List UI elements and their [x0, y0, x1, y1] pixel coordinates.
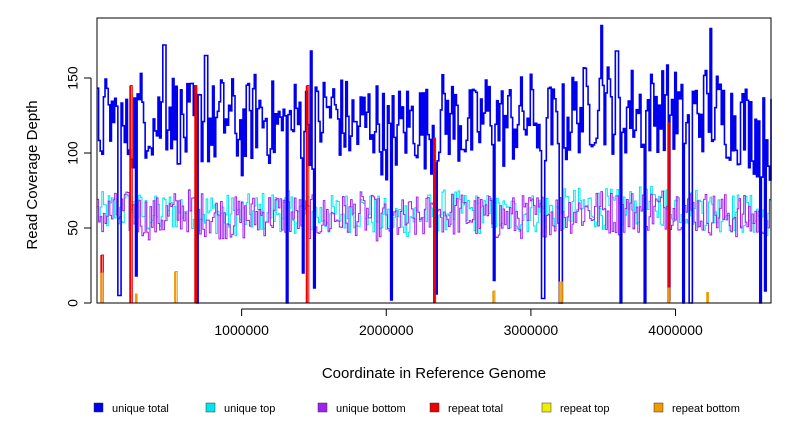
plot-frame	[96, 17, 772, 304]
x-axis-title: Coordinate in Reference Genome	[322, 365, 546, 382]
legend-label-repeat-bottom: repeat bottom	[672, 403, 740, 415]
legend-label-repeat-top: repeat top	[560, 403, 610, 415]
legend-swatch-unique-top	[205, 402, 216, 413]
legend-swatch-unique-total	[93, 402, 104, 413]
y-tick-label: 100	[65, 141, 81, 165]
legend-swatch-repeat-total	[429, 402, 440, 413]
x-tick-label: 4000000	[648, 322, 703, 338]
x-tick-label: 1000000	[214, 322, 269, 338]
legend-label-unique-bottom: unique bottom	[336, 403, 406, 415]
legend-swatch-repeat-bottom	[653, 402, 664, 413]
x-tick-label: 3000000	[504, 322, 559, 338]
legend-label-repeat-total: repeat total	[448, 403, 503, 415]
legend-label-unique-total: unique total	[112, 403, 169, 415]
y-tick-label: 50	[65, 220, 81, 236]
legend: unique total unique top unique bottom repea…	[93, 402, 740, 415]
y-tick-label: 0	[65, 299, 81, 307]
legend-swatch-unique-bottom	[317, 402, 328, 413]
y-tick-label: 150	[65, 66, 81, 90]
plot-area	[97, 24, 772, 304]
x-tick-label: 2000000	[359, 322, 414, 338]
y-axis-title: Read Coverage Depth	[24, 100, 41, 249]
legend-label-unique-top: unique top	[224, 403, 275, 415]
legend-swatch-repeat-top	[541, 402, 552, 413]
x-axis: 1000000 2000000 3000000 4000000	[214, 308, 703, 338]
y-axis: 0 50 100 150	[65, 66, 92, 307]
